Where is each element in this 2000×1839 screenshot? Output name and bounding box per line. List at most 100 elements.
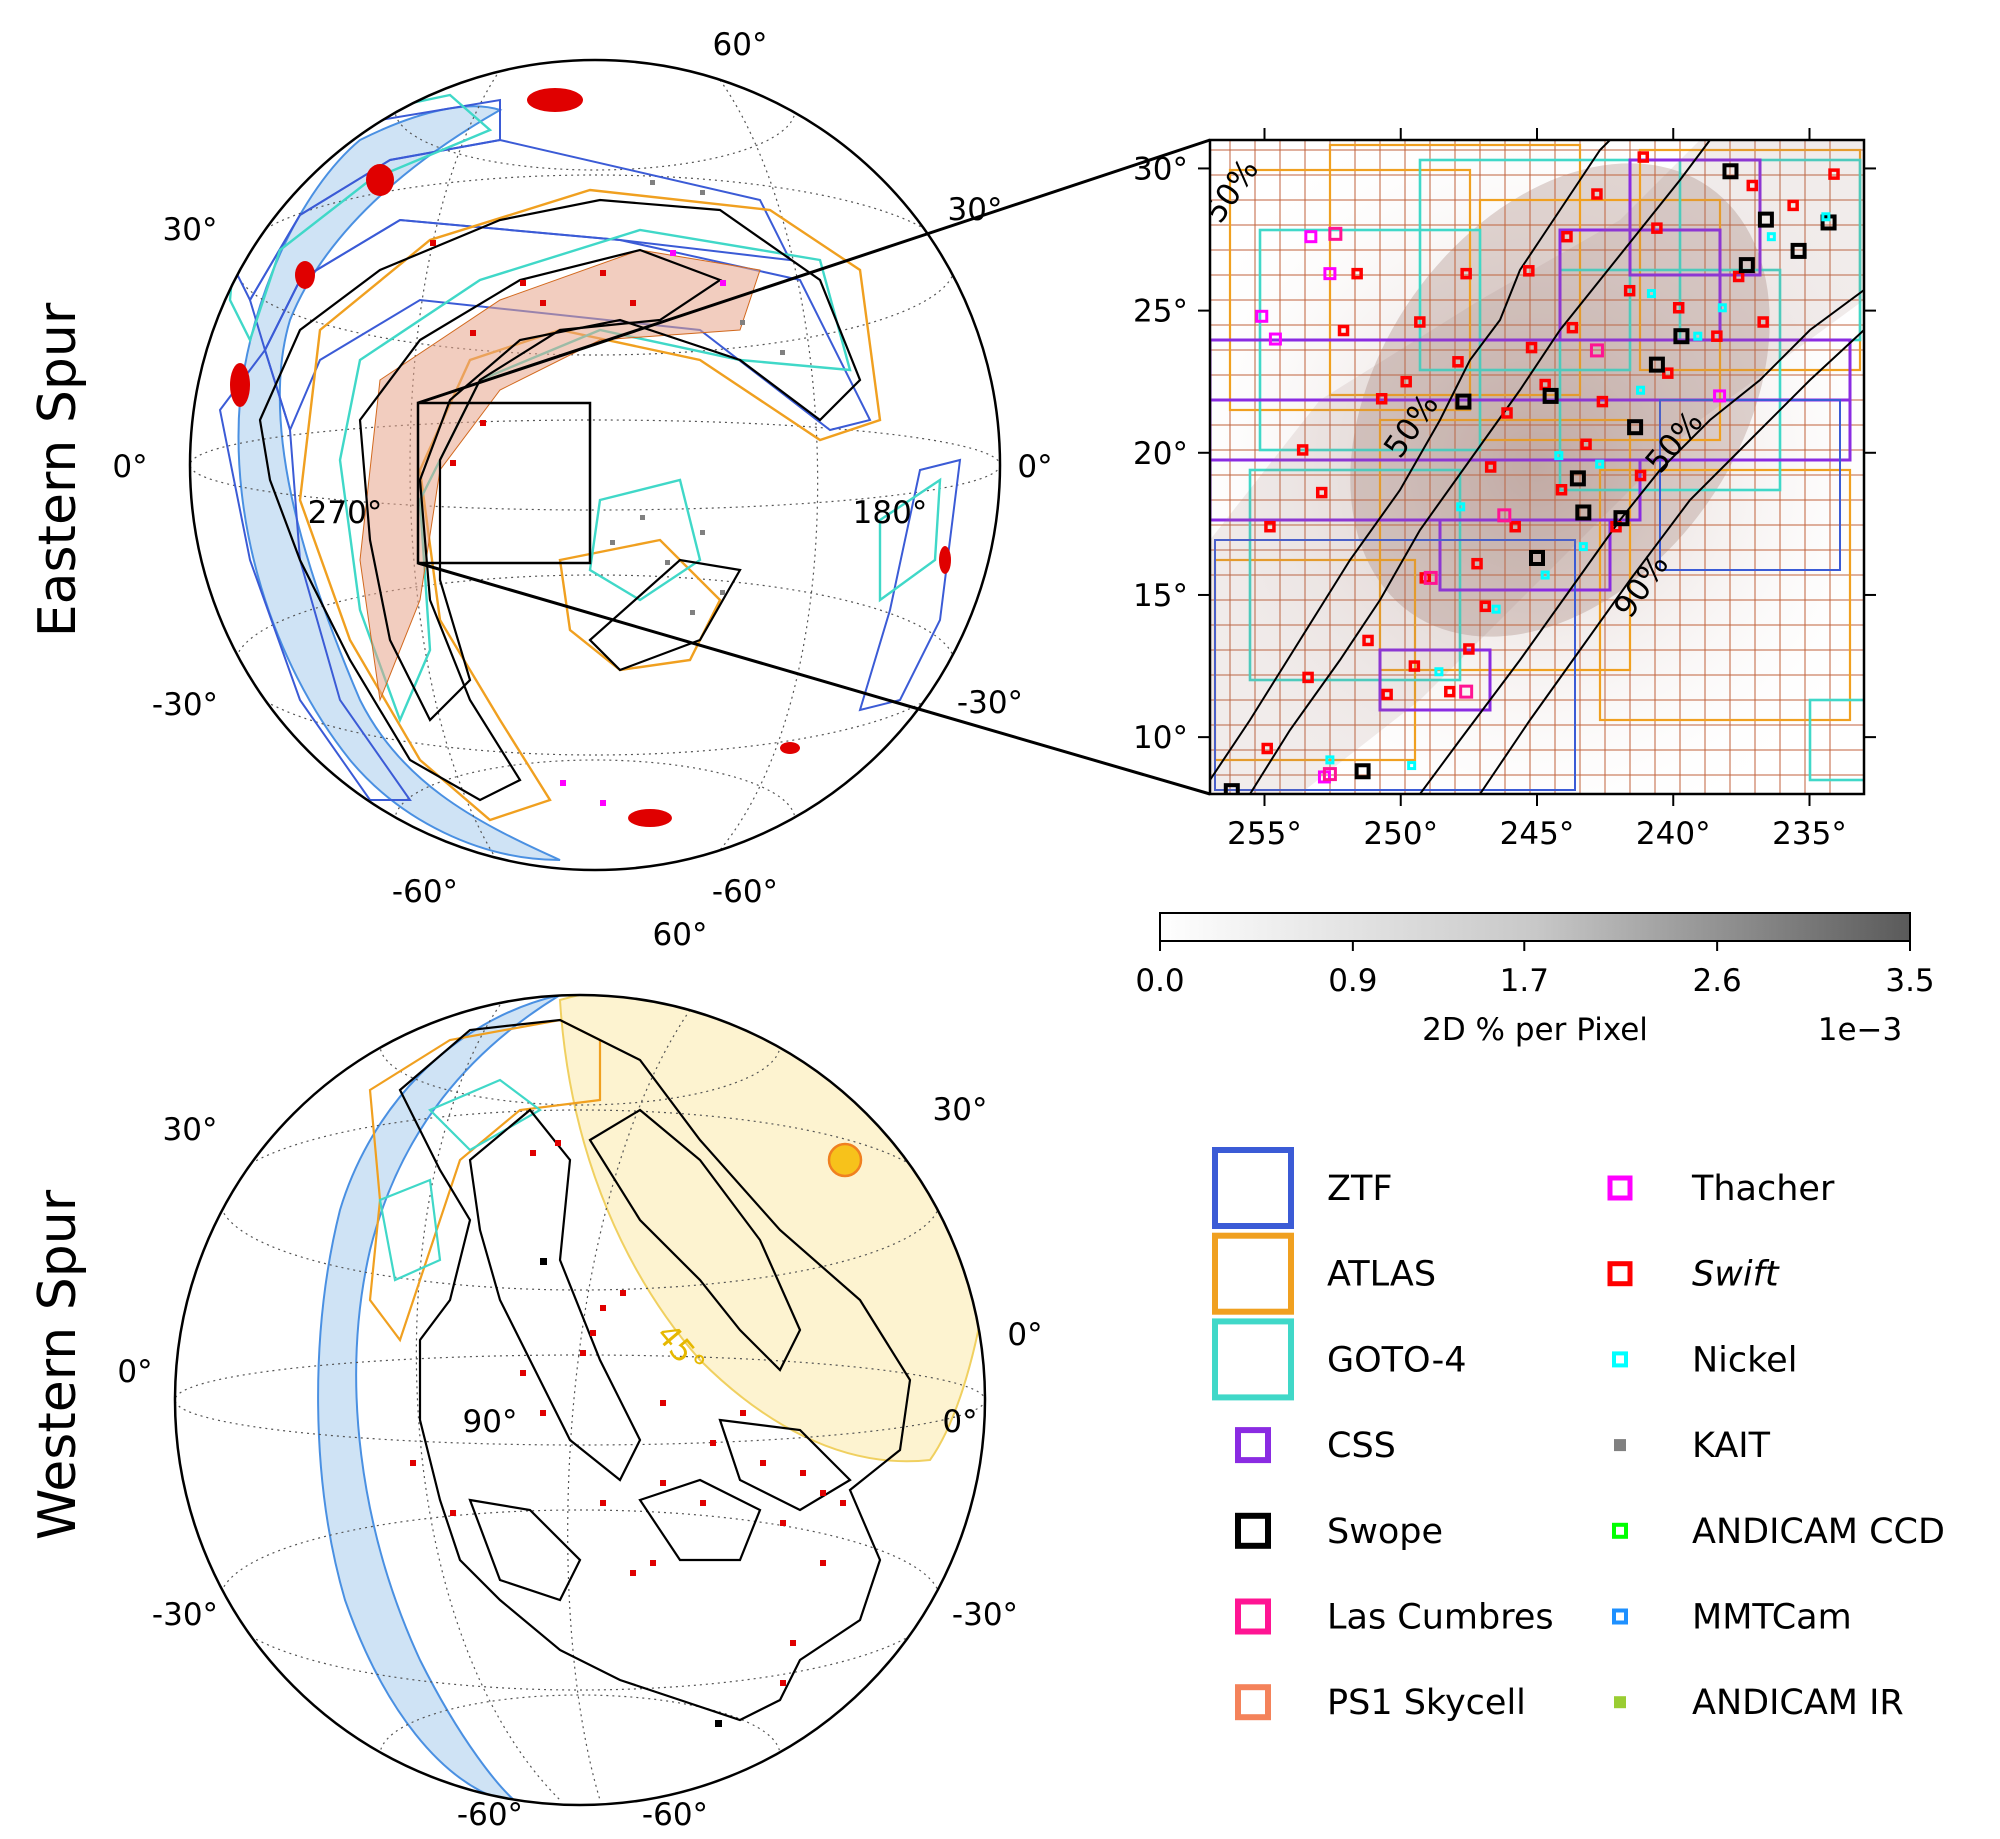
swope-marker-11 — [1455, 393, 1472, 410]
zoom-inset-content: 50% 50% 50% 90% — [1210, 140, 1864, 794]
nickel-marker-6 — [1717, 303, 1727, 313]
lascumbres-marker-1 — [1497, 508, 1512, 523]
east-lat-left-0: 0° — [112, 449, 147, 485]
colorbar: 0.0 0.9 1.7 2.6 3.5 2D % per Pixel 1e−3 — [1135, 912, 1935, 1048]
west-lat-bottom-right: -60° — [642, 1797, 708, 1833]
western-spur-panel: Western Spur — [28, 917, 1043, 1833]
west-lon-0: 0° — [942, 1404, 977, 1440]
swift-marker-31 — [1746, 179, 1759, 192]
goto-tiles-west — [378, 1078, 542, 1282]
legend-label-10: KAIT — [1692, 1426, 1771, 1466]
legend-marker-0 — [1212, 1147, 1294, 1229]
swope-marker-10 — [1542, 387, 1559, 404]
swift-marker-39 — [1400, 375, 1412, 388]
swift-marker-11 — [1634, 469, 1647, 482]
swift-marker-7 — [1509, 520, 1521, 533]
swift-marker-40 — [1501, 407, 1513, 419]
probability-shade-zoom — [1210, 140, 1864, 794]
sun-position-marker — [827, 1142, 863, 1178]
east-lat-left-30: 30° — [163, 212, 218, 248]
cb-tick-label-1: 0.9 — [1328, 963, 1377, 999]
legend-label-4: Swope — [1327, 1512, 1443, 1552]
swift-marker-38 — [1351, 267, 1363, 280]
thacher-marker-3 — [1304, 230, 1318, 244]
zoom-markers — [1223, 151, 1840, 794]
lascumbres-marker-2 — [1459, 684, 1474, 699]
zoom-connector-bottom — [417, 561, 1211, 796]
legend-marker-1 — [1212, 1232, 1294, 1315]
swope-marker-1 — [1569, 470, 1586, 487]
y-tick-label-0: 10° — [1133, 720, 1188, 756]
x-tick-label-0: 255° — [1227, 816, 1302, 852]
swift-marker-9 — [1484, 461, 1497, 473]
swift-marker-20 — [1566, 321, 1579, 334]
milky-way-band-east — [237, 105, 561, 861]
swift-marker-16 — [1672, 302, 1685, 314]
legend-marker-12 — [1612, 1608, 1628, 1625]
colorbar-gradient — [1159, 912, 1911, 942]
thacher-marker-1 — [1268, 332, 1282, 346]
swift-marker-17 — [1757, 316, 1769, 328]
swift-marker-28 — [1315, 486, 1328, 499]
eastern-spur-label: Eastern Spur — [28, 302, 88, 637]
swift-marker-22 — [1452, 356, 1464, 368]
y-tick-label-4: 30° — [1133, 151, 1188, 187]
swope-marker-6 — [1790, 242, 1807, 259]
legend-label-13: ANDICAM IR — [1692, 1683, 1904, 1723]
swift-marker-29 — [1561, 230, 1573, 243]
swift-marker-42 — [1362, 634, 1374, 647]
thacher-points-east — [560, 250, 726, 806]
swift-marker-10 — [1580, 438, 1592, 451]
swift-marker-33 — [1828, 168, 1840, 180]
colorbar-ticks: 0.0 0.9 1.7 2.6 3.5 — [1135, 941, 1935, 999]
legend-label-6: PS1 Skycell — [1327, 1683, 1526, 1723]
legend-marker-7 — [1607, 1175, 1633, 1201]
legend-marker-5 — [1235, 1598, 1271, 1635]
legend-label-3: CSS — [1327, 1426, 1396, 1466]
swift-marker-21 — [1525, 341, 1538, 354]
contours-zoom — [1210, 140, 1864, 794]
swift-marker-37 — [1460, 267, 1472, 280]
swope-marker-15 — [1223, 783, 1240, 794]
west-lat-left-30: 30° — [163, 1112, 218, 1148]
colorbar-label: 2D % per Pixel — [1422, 1012, 1648, 1048]
legend-label-0: ZTF — [1327, 1169, 1393, 1209]
legend-marker-10 — [1614, 1439, 1626, 1452]
nickel-marker-0 — [1491, 604, 1501, 614]
x-tick-label-2: 245° — [1500, 816, 1575, 852]
western-spur-label: Western Spur — [28, 1189, 88, 1540]
cb-tick-label-2: 1.7 — [1500, 963, 1549, 999]
east-lat-left-m30: -30° — [152, 687, 218, 723]
cb-tick-label-0: 0.0 — [1135, 963, 1184, 999]
legend-marker-8 — [1607, 1261, 1633, 1287]
cb-tick-label-4: 3.5 — [1885, 963, 1934, 999]
legend-marker-4 — [1235, 1512, 1271, 1549]
swift-marker-32 — [1787, 199, 1799, 212]
swope-marker-0 — [1529, 549, 1545, 566]
west-lon-90: 90° — [463, 1404, 518, 1440]
nickel-marker-9 — [1646, 289, 1656, 299]
swift-marker-44 — [1261, 742, 1273, 755]
legend: ZTF ATLAS GOTO-4 CSS Swope Las Cumbres PS1 Sky… — [1212, 1147, 1945, 1723]
swift-marker-43 — [1302, 671, 1314, 684]
swift-marker-6 — [1471, 557, 1483, 570]
nickel-marker-11 — [1456, 502, 1466, 512]
legend-label-7: Thacher — [1691, 1169, 1835, 1209]
swift-marker-23 — [1414, 316, 1426, 328]
cb-tick-label-3: 2.6 — [1692, 963, 1741, 999]
swope-marker-9 — [1722, 163, 1739, 180]
swift-marker-0 — [1381, 688, 1393, 701]
swift-marker-36 — [1523, 265, 1535, 277]
legend-marker-13 — [1614, 1696, 1626, 1709]
swift-marker-12 — [1596, 395, 1609, 408]
west-lat-right-30: 30° — [933, 1092, 988, 1128]
eastern-globe-content — [190, 60, 1000, 870]
east-lon-180: 180° — [853, 495, 928, 531]
lascumbres-marker-0 — [1423, 570, 1438, 585]
zoom-inset-panel: 50% 50% 50% 90% 255° 250° 245° 240° 235° 10° 1… — [1133, 128, 1876, 852]
legend-label-2: GOTO-4 — [1327, 1340, 1466, 1380]
swope-marker-13 — [1575, 504, 1592, 521]
colorbar-scale: 1e−3 — [1818, 1012, 1903, 1048]
y-tick-label-1: 15° — [1133, 578, 1188, 614]
nickel-marker-1 — [1540, 570, 1550, 580]
